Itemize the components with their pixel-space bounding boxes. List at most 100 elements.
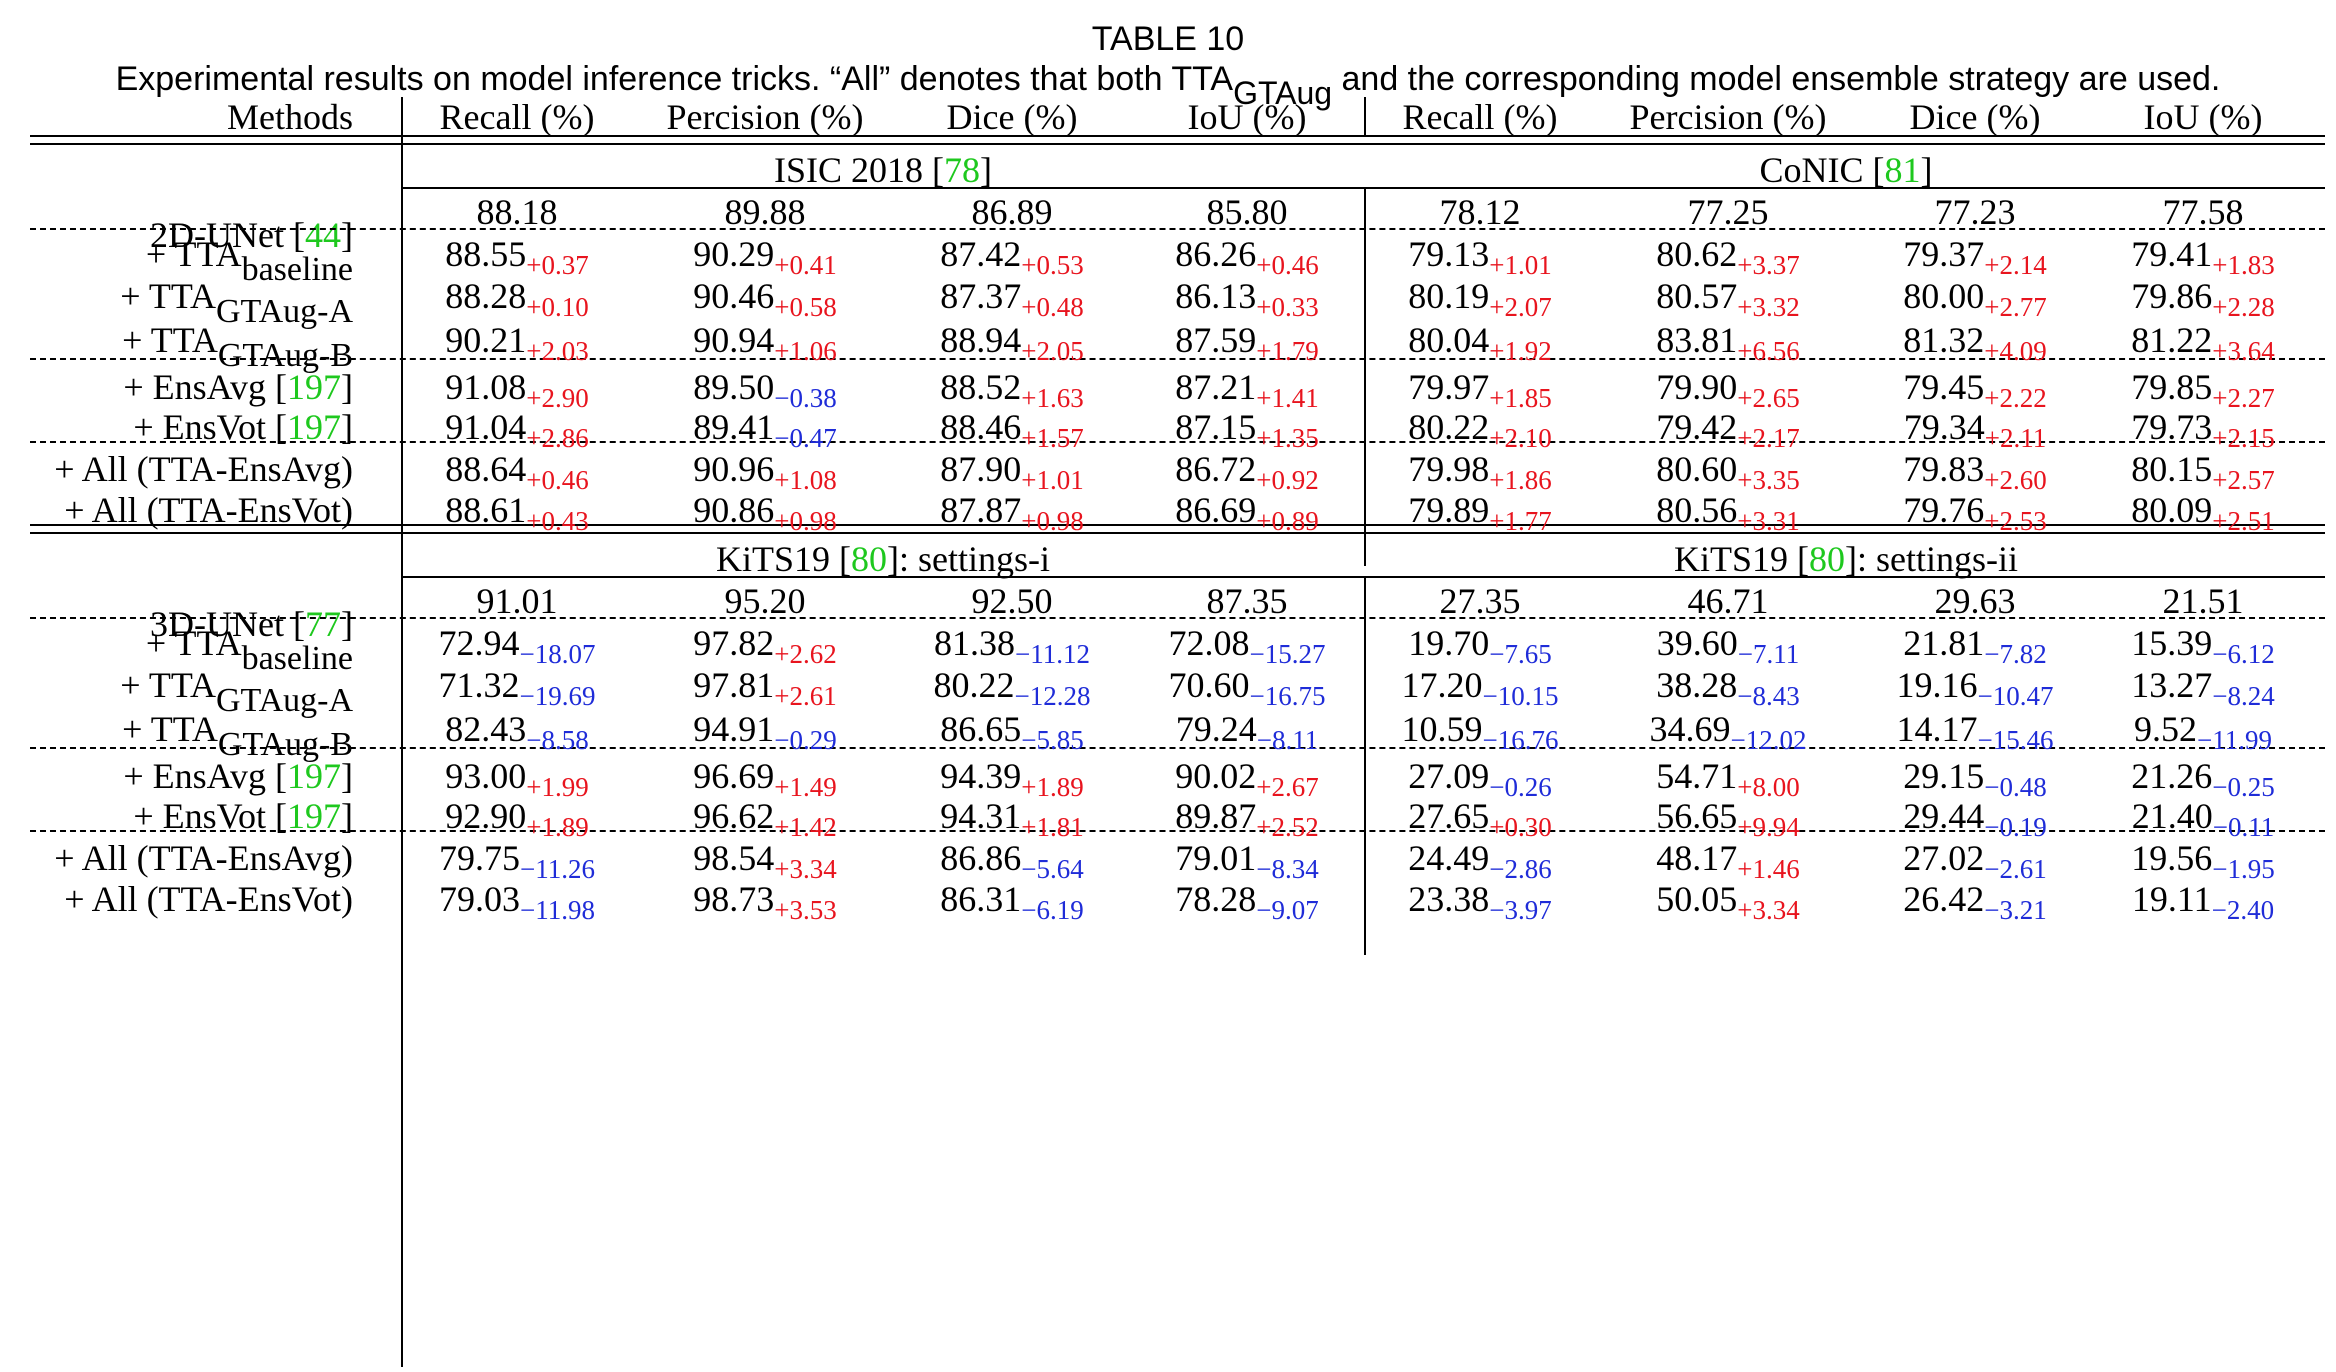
method-text: + TTA	[120, 276, 216, 316]
result-cell: 81.38−11.12	[934, 623, 1090, 674]
result-delta: −5.64	[1021, 854, 1084, 884]
result-value: 79.83	[1903, 449, 1985, 489]
row-group-separator	[30, 747, 2325, 749]
result-cell: 80.15+2.57	[2131, 449, 2274, 500]
result-delta: +2.11	[1984, 423, 2047, 453]
result-delta: +0.37	[526, 250, 589, 280]
result-cell: 98.54+3.34	[693, 838, 836, 889]
result-cell: 80.19+2.07	[1408, 276, 1551, 327]
result-value: 79.85	[2131, 367, 2213, 407]
result-value: 87.15	[1175, 407, 1257, 447]
result-cell: 27.09−0.26	[1408, 756, 1551, 807]
result-value: 94.39	[940, 756, 1022, 796]
bracket-close: ]	[341, 367, 353, 407]
dataset-suffix: ]: settings-i	[887, 539, 1050, 579]
result-delta: −0.19	[1984, 812, 2047, 842]
result-value: 81.32	[1903, 320, 1985, 360]
result-value: 86.13	[1175, 276, 1257, 316]
result-value: 24.49	[1408, 838, 1490, 878]
result-value: 39.60	[1656, 623, 1738, 663]
result-delta: +0.98	[774, 506, 837, 536]
result-value: 27.65	[1408, 796, 1490, 836]
result-value: 86.72	[1175, 449, 1257, 489]
result-delta: +2.52	[1256, 812, 1319, 842]
result-cell: 79.97+1.85	[1408, 367, 1551, 418]
result-cell: 93.00+1.99	[445, 756, 588, 807]
result-value: 90.21	[445, 320, 527, 360]
result-delta: +2.53	[1984, 506, 2047, 536]
result-value: 81.22	[2131, 320, 2213, 360]
result-delta: −3.21	[1984, 895, 2047, 925]
result-delta: −16.76	[1482, 725, 1559, 755]
result-cell: 17.20−10.15	[1402, 665, 1559, 716]
dataset-title: CoNIC [81]	[1366, 150, 2326, 190]
result-value: 92.90	[445, 796, 527, 836]
caption-text-before: Experimental results on model inference …	[115, 60, 1234, 98]
method-label: + EnsVot [197]	[133, 796, 353, 836]
result-delta: +2.86	[526, 423, 589, 453]
result-cell: 86.26+0.46	[1175, 234, 1318, 285]
bracket-close: ]	[341, 215, 353, 255]
result-cell: 86.69+0.89	[1175, 490, 1318, 541]
result-delta: +1.83	[2212, 250, 2275, 280]
result-cell: 90.86+0.98	[693, 490, 836, 541]
result-delta: +1.49	[774, 772, 837, 802]
baseline-value: 86.89	[971, 192, 1053, 232]
result-value: 27.09	[1408, 756, 1490, 796]
result-delta: +2.03	[526, 336, 589, 366]
result-delta: +2.10	[1489, 423, 1552, 453]
result-cell: 79.76+2.53	[1903, 490, 2046, 541]
result-delta: −6.12	[2212, 639, 2275, 669]
result-value: 83.81	[1656, 320, 1738, 360]
dataset-ref: 80	[1809, 539, 1845, 579]
dataset-title: KiTS19 [80]: settings-ii	[1366, 539, 2326, 579]
result-cell: 72.94−18.07	[439, 623, 596, 674]
result-cell: 79.90+2.65	[1656, 367, 1799, 418]
method-label: + TTAGTAug-A	[120, 276, 353, 332]
result-value: 80.09	[2131, 490, 2213, 530]
result-cell: 19.56−1.95	[2131, 838, 2274, 889]
result-value: 79.75	[439, 838, 521, 878]
result-cell: 9.52−11.99	[2134, 709, 2272, 760]
result-cell: 21.81−7.82	[1903, 623, 2046, 674]
result-cell: 86.31−6.19	[940, 879, 1083, 930]
bracket-close: ]	[341, 756, 353, 796]
result-value: 79.89	[1408, 490, 1490, 530]
result-cell: 80.22+2.10	[1408, 407, 1551, 458]
result-value: 90.86	[693, 490, 775, 530]
result-cell: 86.86−5.64	[940, 838, 1083, 889]
result-cell: 88.55+0.37	[445, 234, 588, 285]
method-label: + All (TTA-EnsAvg)	[54, 838, 353, 878]
result-value: 81.38	[934, 623, 1016, 663]
result-value: 70.60	[1168, 665, 1250, 705]
result-value: 17.20	[1401, 665, 1483, 705]
result-value: 38.28	[1656, 665, 1738, 705]
result-delta: +0.10	[526, 292, 589, 322]
result-delta: +3.32	[1737, 292, 1800, 322]
result-value: 80.15	[2131, 449, 2213, 489]
result-delta: +1.92	[1489, 336, 1552, 366]
result-cell: 79.37+2.14	[1903, 234, 2046, 285]
result-cell: 90.46+0.58	[693, 276, 836, 327]
result-cell: 19.16−10.47	[1897, 665, 2054, 716]
dataset-rule	[401, 187, 2325, 189]
result-delta: +9.94	[1737, 812, 1800, 842]
method-label: + TTAGTAug-B	[122, 709, 353, 765]
result-value: 90.96	[693, 449, 775, 489]
result-delta: −11.12	[1015, 639, 1090, 669]
result-cell: 79.89+1.77	[1408, 490, 1551, 541]
result-delta: −8.34	[1256, 854, 1319, 884]
result-delta: +6.56	[1737, 336, 1800, 366]
result-delta: +0.41	[774, 250, 837, 280]
result-delta: +2.61	[774, 681, 837, 711]
result-cell: 56.65+9.94	[1656, 796, 1799, 847]
result-cell: 87.37+0.48	[940, 276, 1083, 327]
result-value: 14.17	[1896, 709, 1978, 749]
result-cell: 50.05+3.34	[1656, 879, 1799, 930]
result-delta: +1.35	[1256, 423, 1319, 453]
result-value: 19.11	[2131, 879, 2212, 919]
column-header: Percision (%)	[666, 97, 864, 137]
result-value: 88.52	[940, 367, 1022, 407]
model-name: 3D-UNet [77]	[150, 604, 353, 644]
result-delta: +0.48	[1021, 292, 1084, 322]
